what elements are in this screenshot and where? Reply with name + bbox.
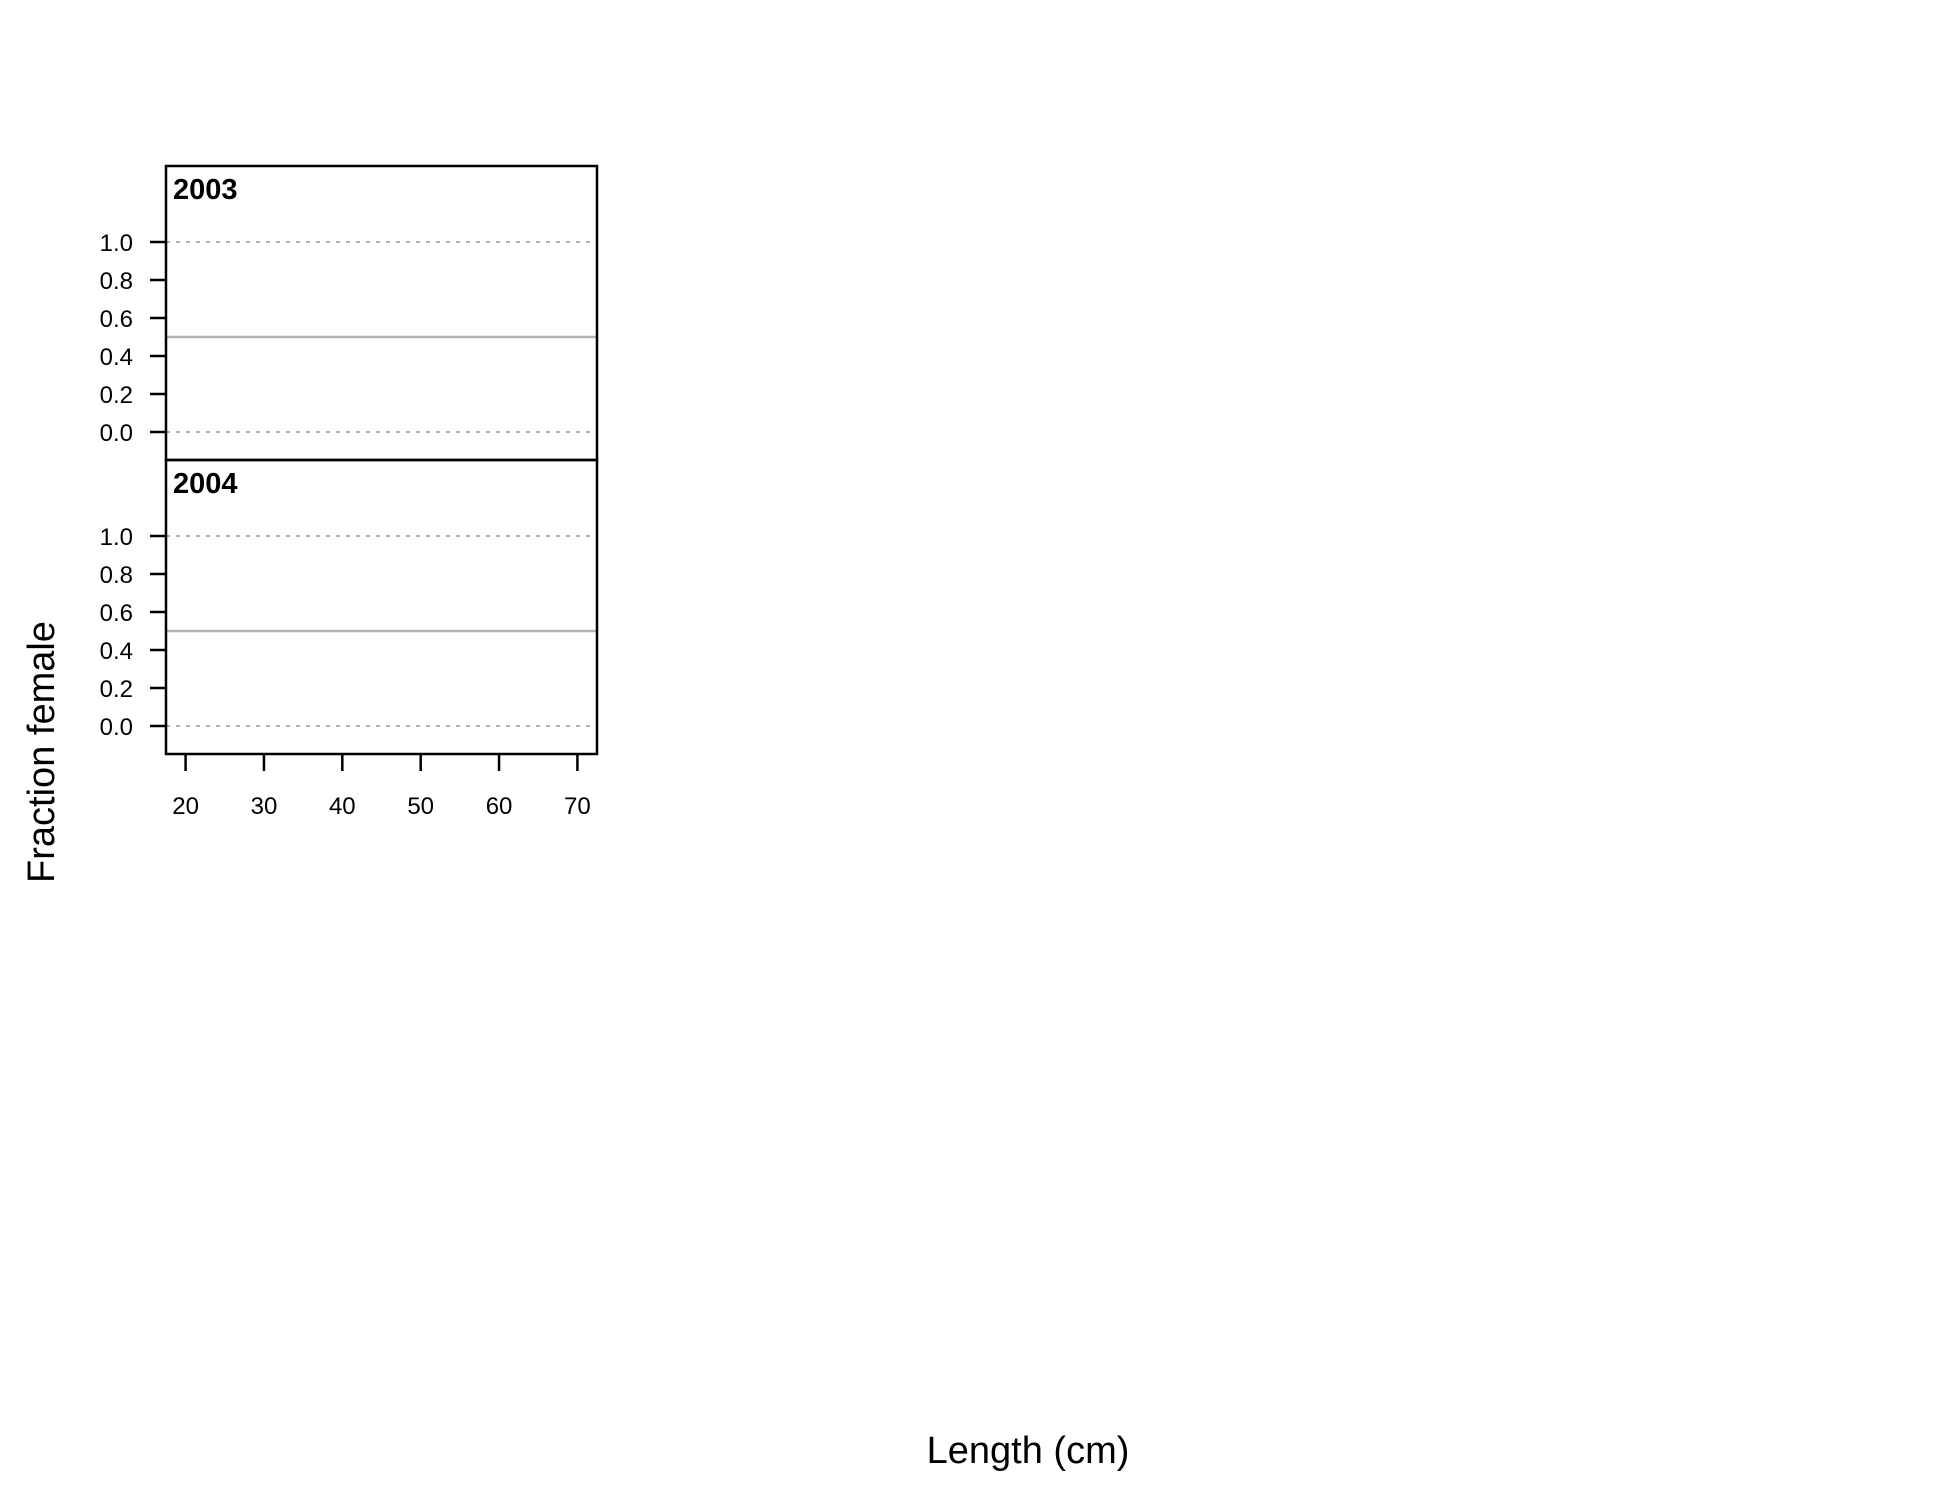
y-tick-label: 0.0 (100, 420, 133, 447)
y-tick-label: 0.2 (100, 382, 133, 409)
panels-layer: 0.0 0.2 0.4 0.6 0.8 1.0 2003 0.0 0.2 0.4 0.6 0.8 1.0… (100, 164, 599, 756)
panel-2003: 0.0 0.2 0.4 0.6 0.8 1.0 2003 (100, 164, 599, 462)
y-tick-label: 0.0 (100, 714, 133, 741)
x-tick-label: 60 (486, 793, 513, 820)
x-tick-label: 50 (407, 793, 434, 820)
y-tick-label: 0.4 (100, 638, 133, 665)
y-tick-label: 1.0 (100, 230, 133, 257)
x-axis: 20 30 40 50 60 70 (172, 754, 591, 820)
panel-2004: 0.0 0.2 0.4 0.6 0.8 1.0 2004 (100, 458, 599, 756)
x-axis-title: Length (cm) (927, 1430, 1130, 1472)
y-tick-label: 0.4 (100, 344, 133, 371)
panel-title: 2004 (173, 468, 238, 500)
y-tick-label: 0.2 (100, 676, 133, 703)
panel-title: 2003 (173, 174, 238, 206)
x-tick-label: 30 (251, 793, 278, 820)
y-tick-label: 0.6 (100, 600, 133, 627)
y-tick-label: 0.8 (100, 562, 133, 589)
x-tick-label: 20 (172, 793, 199, 820)
panel-frame (164, 458, 599, 756)
x-tick-label: 70 (564, 793, 591, 820)
panel-frame (164, 164, 599, 462)
y-tick-label: 0.6 (100, 306, 133, 333)
y-tick-label: 0.8 (100, 268, 133, 295)
y-tick-label: 1.0 (100, 524, 133, 551)
y-axis-title: Fraction female (21, 621, 63, 883)
x-tick-label: 40 (329, 793, 356, 820)
